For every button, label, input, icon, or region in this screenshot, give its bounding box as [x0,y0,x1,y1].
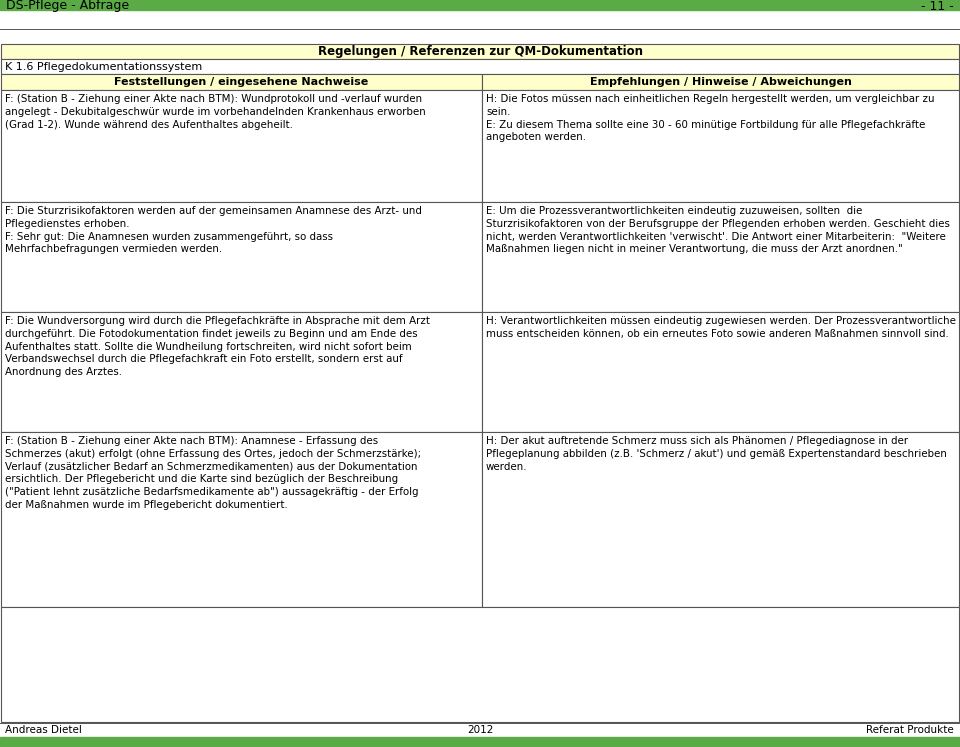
Bar [482,432,959,607]
Text: K 1.6 Pflegedokumentationssystem: K 1.6 Pflegedokumentationssystem [5,61,203,72]
Bar [1,432,482,607]
Bar [1,59,959,74]
Bar [0,737,960,747]
Bar [482,202,959,312]
Text: Feststellungen / eingesehene Nachweise: Feststellungen / eingesehene Nachweise [114,77,369,87]
Bar [1,202,482,312]
Text: DS-Pflege - Abfrage: DS-Pflege - Abfrage [6,0,130,13]
Text: H: Verantwortlichkeiten müssen eindeutig zugewiesen werden. Der Prozessverantwor: H: Verantwortlichkeiten müssen eindeutig… [486,316,956,339]
Text: 2012: 2012 [467,725,493,735]
Bar [1,74,482,90]
Text: E: Um die Prozessverantwortlichkeiten eindeutig zuzuweisen, sollten  die
Sturzri: E: Um die Prozessverantwortlichkeiten ei… [486,206,949,255]
Text: H: Der akut auftretende Schmerz muss sich als Phänomen / Pflegediagnose in der
P: H: Der akut auftretende Schmerz muss sic… [486,436,947,471]
Text: Empfehlungen / Hinweise / Abweichungen: Empfehlungen / Hinweise / Abweichungen [589,77,852,87]
Text: Referat Produkte: Referat Produkte [866,725,954,735]
Text: - 11 -: - 11 - [922,0,954,13]
Text: F: (Station B - Ziehung einer Akte nach BTM): Wundprotokoll und -verlauf wurden
: F: (Station B - Ziehung einer Akte nach … [5,94,425,129]
Text: F: Die Sturzrisikofaktoren werden auf der gemeinsamen Anamnese des Arzt- und
Pfl: F: Die Sturzrisikofaktoren werden auf de… [5,206,421,255]
Text: F: (Station B - Ziehung einer Akte nach BTM): Anamnese - Erfassung des
Schmerzes: F: (Station B - Ziehung einer Akte nach … [5,436,421,510]
Text: Regelungen / Referenzen zur QM-Dokumentation: Regelungen / Referenzen zur QM-Dokumenta… [318,45,642,58]
Bar [1,90,482,202]
Text: F: Die Wundversorgung wird durch die Pflegefachkräfte in Absprache mit dem Arzt
: F: Die Wundversorgung wird durch die Pfl… [5,316,430,377]
Bar [482,90,959,202]
Bar [482,312,959,432]
Bar [0,0,960,10]
Bar [1,312,482,432]
Bar [482,74,959,90]
Bar [1,607,959,722]
Text: Andreas Dietel: Andreas Dietel [5,725,82,735]
Bar [1,44,959,59]
Text: H: Die Fotos müssen nach einheitlichen Regeln hergestellt werden, um vergleichba: H: Die Fotos müssen nach einheitlichen R… [486,94,934,143]
